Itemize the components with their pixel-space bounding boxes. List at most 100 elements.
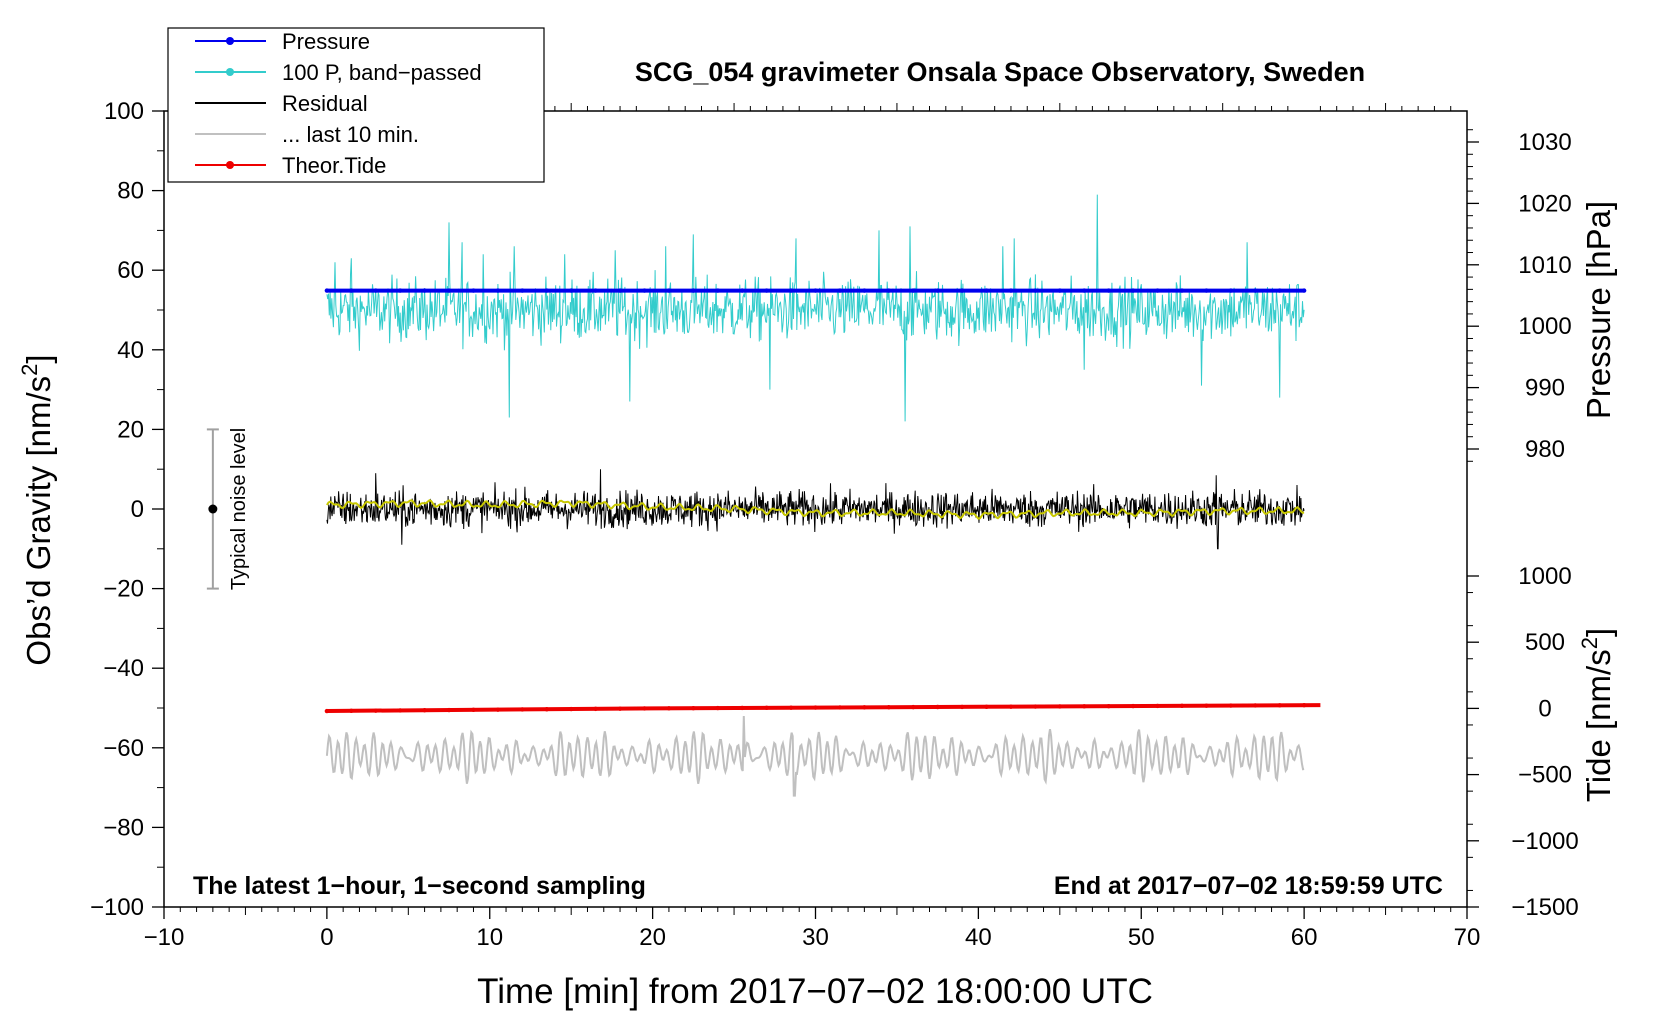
pressure-tick-label: 1010 [1518, 252, 1571, 279]
pressure-point [471, 288, 476, 293]
y-tick-label: 100 [104, 98, 144, 125]
tide-point [788, 705, 794, 710]
pressure-point [1155, 288, 1160, 293]
y-tick-label: −40 [103, 655, 144, 682]
pressure-point [1277, 288, 1282, 293]
pressure-point [593, 288, 598, 293]
tide-point [568, 706, 574, 712]
tide-point [1155, 703, 1160, 709]
pressure-point [715, 288, 720, 293]
x-tick-label: 10 [476, 924, 503, 951]
y-axis-label-gravity-end: ] [20, 354, 57, 363]
tide-point [1082, 704, 1087, 709]
x-axis-label: Time [min] from 2017−07−02 18:00:00 UTC [477, 972, 1153, 1011]
series-theor-tide [324, 702, 1321, 714]
y-axis-label-gravity-sup: 2 [17, 364, 42, 376]
annotation-end-time: End at 2017−07−02 18:59:59 UTC [1054, 872, 1443, 900]
pressure-point [1253, 288, 1258, 293]
x-tick-label: 40 [965, 924, 992, 951]
y-axis-label-tide-sup: 2 [1577, 637, 1602, 649]
legend-label: Pressure [282, 29, 370, 54]
y-axis-label-tide-end: ] [1580, 628, 1617, 637]
pressure-point [1033, 288, 1038, 293]
tide-point [642, 706, 647, 711]
legend-item: ... last 10 min. [195, 122, 419, 147]
noise-bar-center [208, 504, 218, 514]
pressure-point [1106, 288, 1111, 293]
x-tick-label: 60 [1291, 924, 1318, 951]
tide-point [1204, 703, 1209, 708]
x-tick-label: 30 [802, 924, 829, 951]
legend-marker [226, 37, 234, 45]
tide-point [397, 708, 403, 713]
tide-point [544, 707, 549, 712]
tide-point [446, 707, 452, 713]
tide-point [886, 705, 891, 710]
pressure-point [1008, 288, 1014, 293]
legend-label: 100 P, band−passed [282, 60, 482, 85]
tide-point [1228, 703, 1234, 708]
tide-point [617, 706, 623, 711]
tide-tick-label: −1000 [1511, 828, 1578, 855]
series-pressure [324, 288, 1307, 293]
tide-point [1277, 703, 1282, 708]
legend-item: Residual [195, 91, 368, 116]
y-tick-label: −100 [90, 894, 144, 921]
x-tick-label: 70 [1454, 924, 1481, 951]
series-residual [326, 469, 1305, 550]
tide-point [935, 704, 940, 710]
x-tick-label: 20 [639, 924, 666, 951]
x-tick-label: −10 [144, 924, 185, 951]
x-tick-label: 50 [1128, 924, 1155, 951]
tide-tick-label: 1000 [1518, 563, 1571, 590]
pressure-point [666, 288, 672, 293]
x-tick-label: 0 [320, 924, 333, 951]
tide-point [666, 706, 672, 711]
pressure-point [349, 288, 354, 293]
tide-point [911, 704, 916, 710]
pressure-point [935, 288, 940, 293]
y-axis-label-gravity-text: Obs’d Gravity [nm/s [20, 376, 57, 666]
tide-point [520, 707, 525, 712]
pressure-point [1179, 288, 1185, 293]
annotation-sampling: The latest 1−hour, 1−second sampling [193, 872, 646, 900]
tide-tick-label: −500 [1518, 762, 1572, 789]
tide-point [1301, 702, 1307, 708]
tide-point [715, 705, 720, 711]
tide-tick-label: 500 [1525, 629, 1565, 656]
tide-point [422, 708, 427, 713]
y-tick-label: 60 [117, 257, 144, 284]
pressure-point [1301, 288, 1307, 293]
tide-point [1057, 704, 1063, 709]
pressure-point [959, 288, 965, 293]
y-axis-label-pressure: Pressure [hPa] [1580, 201, 1617, 419]
pressure-point [1130, 288, 1136, 293]
legend-label: ... last 10 min. [282, 122, 419, 147]
legend-label: Theor.Tide [282, 153, 386, 178]
y-tick-label: 20 [117, 416, 144, 443]
y-tick-label: −20 [103, 576, 144, 603]
chart-title: SCG_054 gravimeter Onsala Space Observat… [635, 57, 1365, 87]
y-tick-label: 40 [117, 337, 144, 364]
pressure-tick-label: 990 [1525, 375, 1565, 402]
tide-point [1130, 703, 1136, 709]
pressure-point [617, 288, 623, 293]
pressure-point [495, 288, 501, 293]
pressure-point [1082, 288, 1087, 293]
y-axis-label-tide-text: Tide [nm/s [1580, 649, 1617, 802]
tide-point [324, 708, 330, 714]
pressure-point [691, 288, 696, 293]
pressure-point [1228, 288, 1234, 293]
pressure-point [324, 288, 330, 293]
tide-tick-label: 0 [1538, 695, 1551, 722]
legend-label: Residual [282, 91, 368, 116]
series-last-10-min [325, 715, 1305, 797]
y-axis-label-gravity: Obs’d Gravity [nm/s2] [17, 354, 57, 665]
y-tick-label: −80 [103, 814, 144, 841]
pressure-tick-label: 980 [1525, 436, 1565, 463]
legend-marker [226, 68, 234, 76]
pressure-tick-label: 1030 [1518, 129, 1571, 156]
tide-point [1106, 703, 1111, 709]
tide-point [837, 705, 843, 710]
